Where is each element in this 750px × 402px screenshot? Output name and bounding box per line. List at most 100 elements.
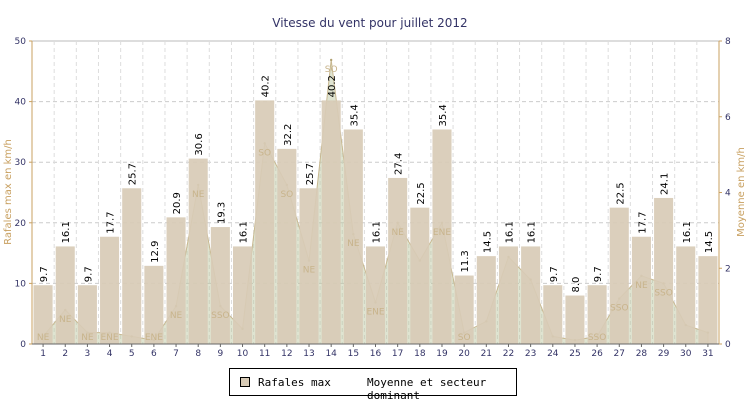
sector-label: NE xyxy=(303,266,316,276)
bar xyxy=(255,100,275,344)
bar-value-label: 17.7 xyxy=(637,211,648,233)
sector-label: SSO xyxy=(588,333,607,343)
bar-value-label: 40.2 xyxy=(261,75,272,97)
y2-tick-label: 4 xyxy=(725,189,731,199)
bar-value-label: 17.7 xyxy=(106,211,117,233)
y-tick-label: 40 xyxy=(15,98,27,108)
sector-label: NE xyxy=(635,281,648,291)
x-tick-label: 1 xyxy=(40,349,46,359)
bar xyxy=(565,295,585,344)
bar-value-label: 9.7 xyxy=(83,266,94,282)
x-tick-label: 28 xyxy=(636,349,648,359)
x-tick-label: 25 xyxy=(569,349,580,359)
x-tick-label: 6 xyxy=(151,349,157,359)
legend: Rafales max Moyenne et secteur dominant xyxy=(229,368,517,402)
bar xyxy=(33,285,53,344)
sector-label: NE xyxy=(347,239,360,249)
x-tick-label: 24 xyxy=(547,349,559,359)
bar xyxy=(454,275,474,344)
x-tick-label: 18 xyxy=(414,349,426,359)
x-tick-label: 9 xyxy=(218,349,224,359)
bar xyxy=(698,256,718,344)
bar xyxy=(654,197,674,344)
sector-label: ENE xyxy=(145,333,163,343)
sector-label: SO xyxy=(280,190,293,200)
sector-label: NE xyxy=(192,190,205,200)
x-tick-label: 5 xyxy=(129,349,135,359)
x-tick-label: 31 xyxy=(702,349,713,359)
bar-value-label: 9.7 xyxy=(39,266,50,282)
y-tick-label: 50 xyxy=(15,37,27,47)
y2-tick-label: 2 xyxy=(725,264,731,274)
bar xyxy=(321,100,341,344)
sector-label: ENE xyxy=(433,228,451,238)
bar-value-label: 22.5 xyxy=(416,182,427,204)
legend-label-gusts: Rafales max xyxy=(258,376,331,389)
bar-value-label: 35.4 xyxy=(438,104,449,126)
legend-swatch-gusts xyxy=(240,377,250,387)
bar xyxy=(55,246,75,344)
y2-tick-labels: 0 2 4 6 8 xyxy=(719,37,731,350)
bar xyxy=(100,236,120,344)
x-tick-label: 30 xyxy=(680,349,692,359)
bar xyxy=(299,188,319,344)
sector-label: SO xyxy=(458,333,471,343)
x-tick-label: 26 xyxy=(591,349,603,359)
x-tick-label: 27 xyxy=(614,349,625,359)
bar xyxy=(676,246,696,344)
bar-value-label: 16.1 xyxy=(682,221,693,243)
sector-label: NE xyxy=(391,228,404,238)
y-tick-label: 10 xyxy=(15,279,27,289)
bar-value-label: 12.9 xyxy=(150,241,161,263)
grid-lines xyxy=(31,41,720,344)
y2-axis-label: Moyenne en km/h xyxy=(736,147,747,237)
bar-value-label: 16.1 xyxy=(61,221,72,243)
bar-value-label: 16.1 xyxy=(239,221,250,243)
sector-label: NE xyxy=(59,315,72,325)
sector-label: NE xyxy=(81,333,94,343)
bar-value-label: 9.7 xyxy=(549,266,560,282)
bar-value-label: 25.7 xyxy=(128,163,139,185)
bar-value-label: 35.4 xyxy=(349,104,360,126)
y2-tick-label: 8 xyxy=(725,37,731,47)
bar xyxy=(210,227,230,344)
sector-labels: NE NE NE ENE ENE NE NE SSO SO SO NE SO NE ENE NE ENE SO S… xyxy=(37,65,673,343)
gust-bars xyxy=(33,100,718,344)
sector-label: ENE xyxy=(101,333,119,343)
bar-value-label: 20.9 xyxy=(172,192,183,214)
x-tick-label: 21 xyxy=(481,349,492,359)
bar-value-label: 11.3 xyxy=(460,250,471,272)
y-tick-label: 20 xyxy=(15,219,27,229)
x-tick-label: 8 xyxy=(195,349,201,359)
y-tick-labels: 0 10 20 30 40 50 xyxy=(15,37,32,350)
bar-value-label: 8.0 xyxy=(571,277,582,293)
y-tick-label: 30 xyxy=(15,158,27,168)
bar-value-label: 25.7 xyxy=(305,163,316,185)
y-axis-label: Rafales max en km/h xyxy=(3,139,14,245)
x-tick-label: 7 xyxy=(173,349,179,359)
x-tick-label: 3 xyxy=(85,349,91,359)
bar-value-label: 30.6 xyxy=(194,133,205,155)
bar xyxy=(521,246,541,344)
x-tick-label: 11 xyxy=(259,349,270,359)
bar xyxy=(144,265,164,344)
x-tick-label: 12 xyxy=(281,349,292,359)
bar xyxy=(410,207,430,344)
bar xyxy=(233,246,253,344)
sector-label: NE xyxy=(37,333,50,343)
average-area xyxy=(42,59,709,345)
bar-value-label: 14.5 xyxy=(704,231,715,253)
y2-tick-label: 6 xyxy=(725,113,731,123)
y-tick-label: 0 xyxy=(20,340,26,350)
x-tick-label: 14 xyxy=(325,349,337,359)
sector-label: SO xyxy=(258,148,271,158)
legend-label-average: Moyenne et secteur dominant xyxy=(367,376,487,402)
bar xyxy=(388,177,408,344)
bar-value-label: 22.5 xyxy=(615,182,626,204)
x-tick-label: 23 xyxy=(525,349,536,359)
bar xyxy=(122,188,142,344)
x-tick-label: 20 xyxy=(458,349,470,359)
bar xyxy=(543,285,563,344)
sector-label: ENE xyxy=(366,307,384,317)
